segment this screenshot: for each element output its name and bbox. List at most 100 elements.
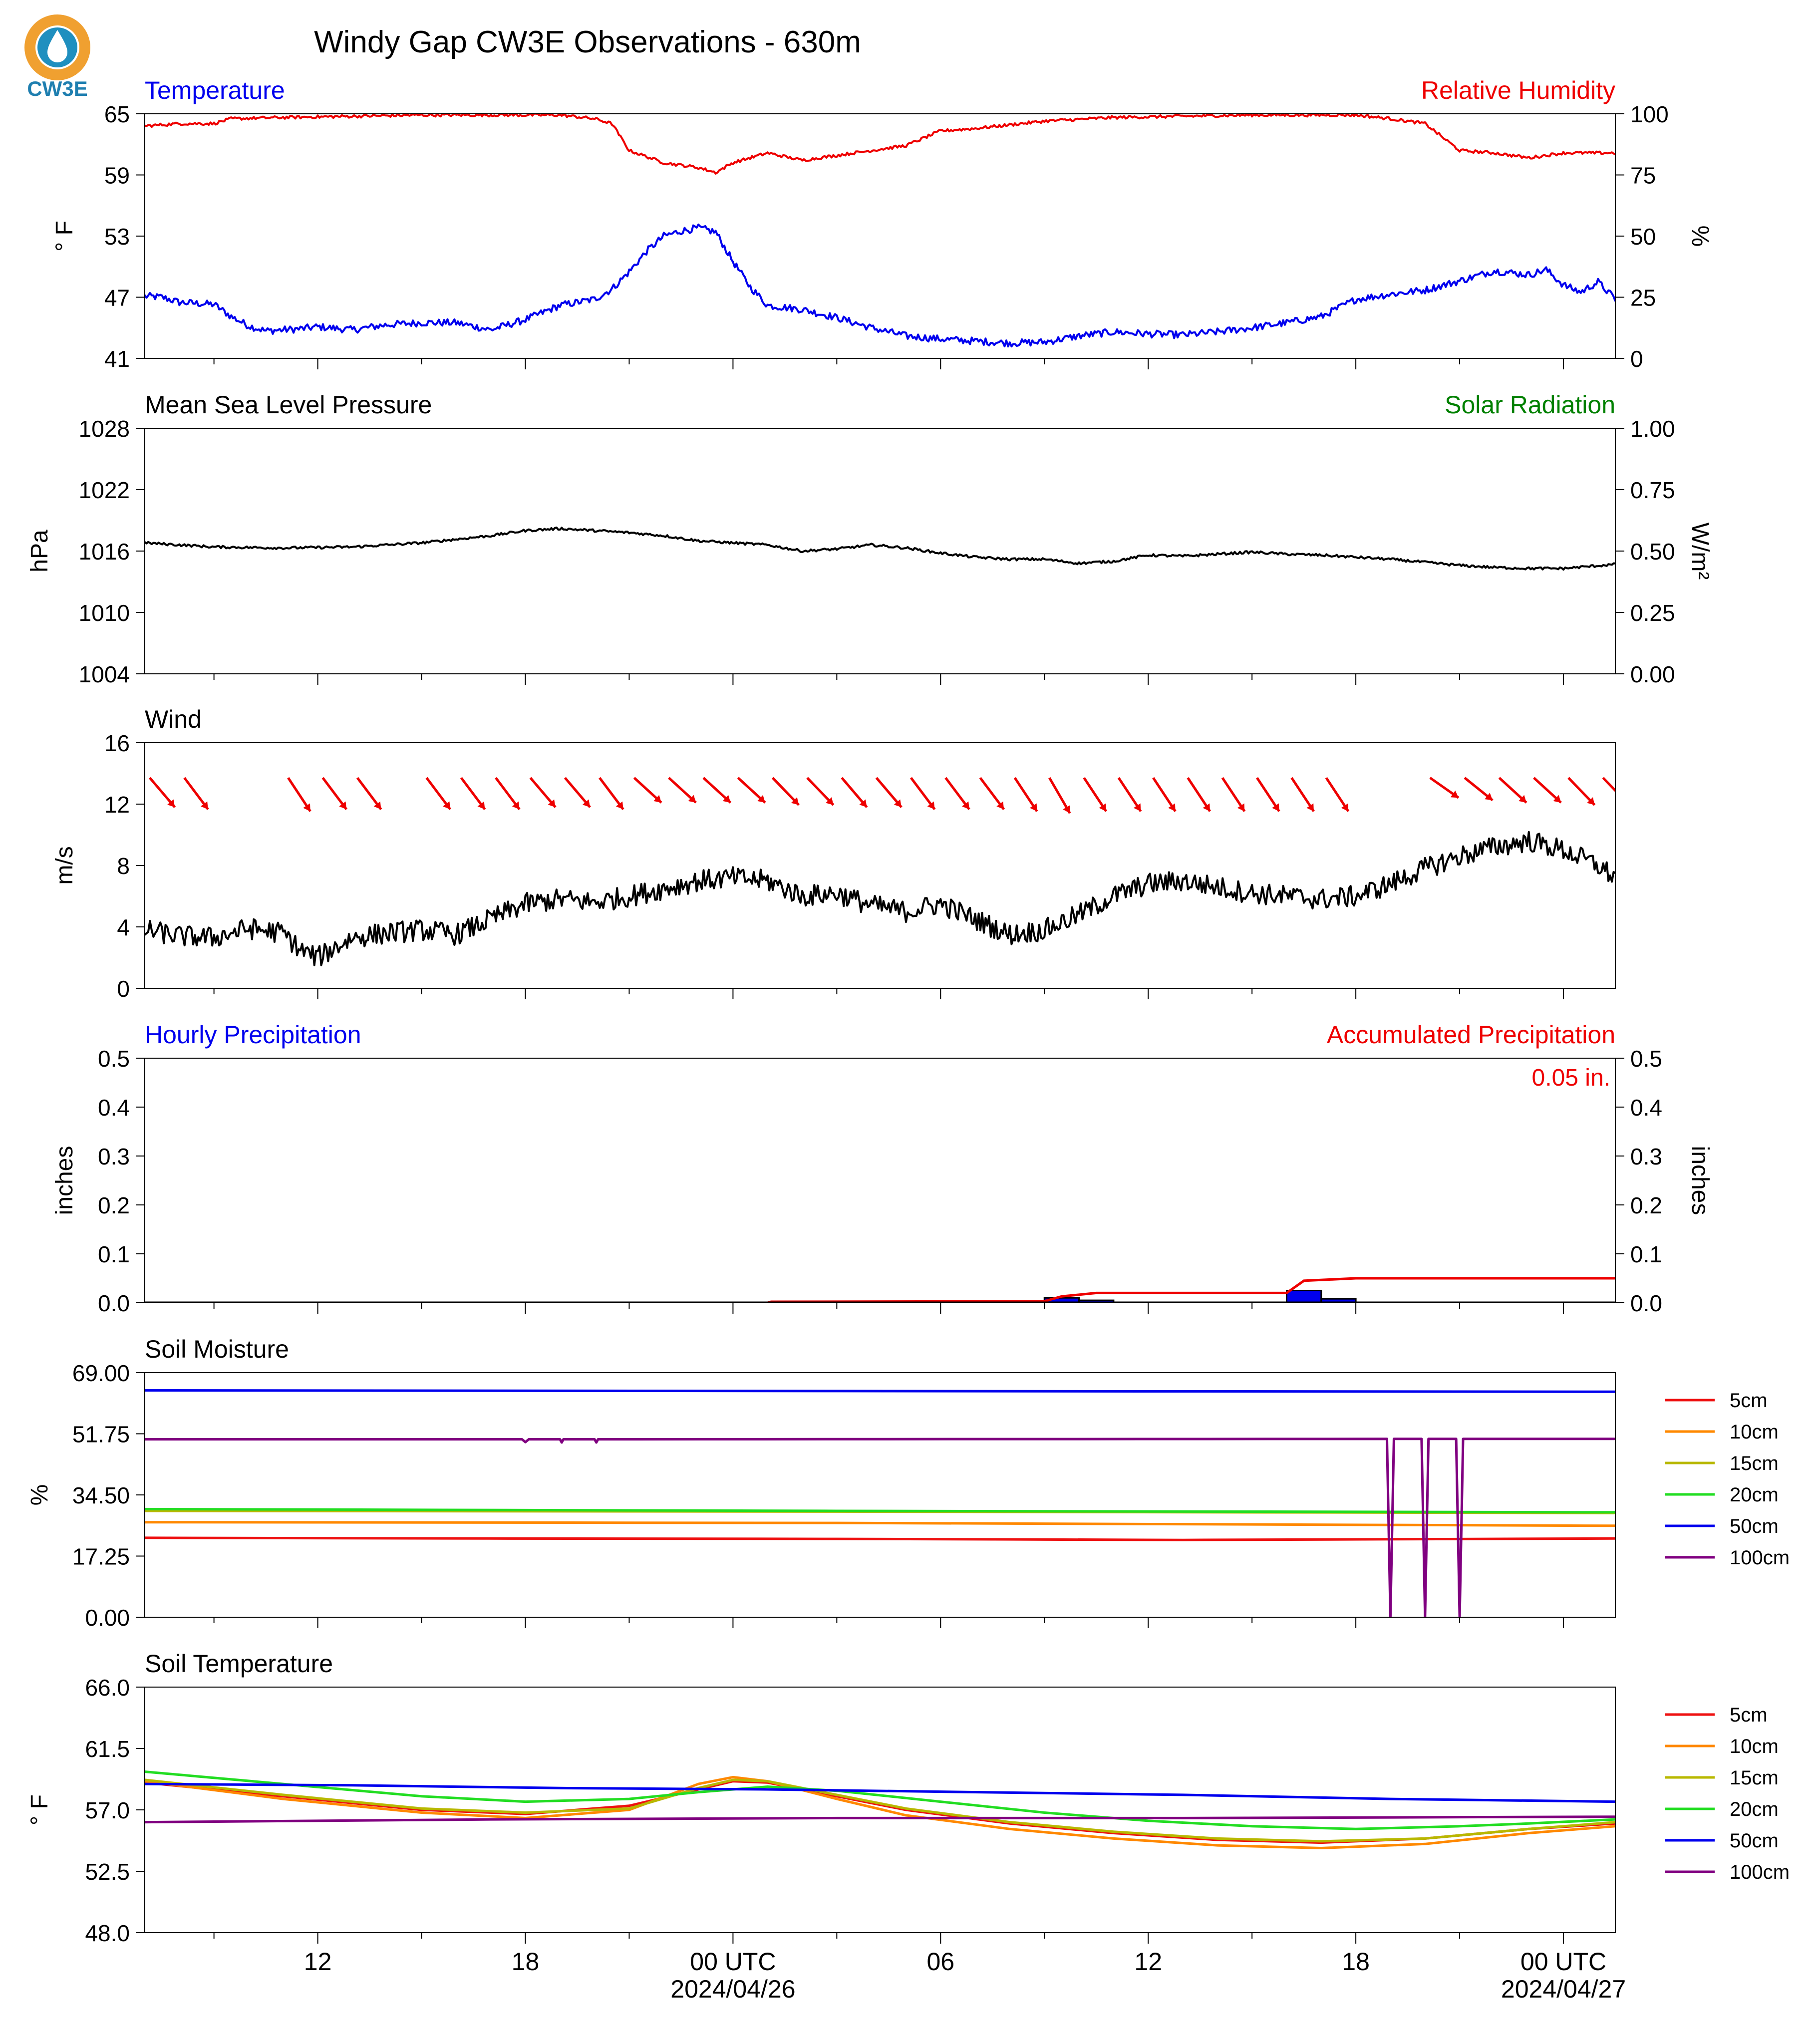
- legend: 5cm 10cm 15cm 20cm 50cm 100cm: [1665, 1390, 1790, 1569]
- wind-arrow-head: [615, 801, 623, 810]
- y-tick-label-left: 17.25: [72, 1544, 130, 1570]
- time-tick-label: 12: [1134, 1948, 1162, 1976]
- y-axis-label-left: m/s: [51, 846, 78, 884]
- panel-soil-moisture: 0.00 17.25 34.50 51.75 69.00 Soil Moisture% 5c…: [26, 1335, 1790, 1631]
- series-line-100cm: [145, 1815, 1615, 1824]
- y-tick-label-right: 1.00: [1630, 416, 1675, 442]
- plot-area: [145, 1389, 1615, 1617]
- y-tick-label-left: 69.00: [72, 1360, 130, 1386]
- time-tick-label: 00 UTC: [690, 1948, 776, 1976]
- y-tick-label-left: 52.5: [85, 1859, 130, 1885]
- y-tick-label-left: 51.75: [72, 1422, 130, 1448]
- panel-title-right: Relative Humidity: [1421, 76, 1615, 104]
- y-tick-label-right: 0.00: [1630, 661, 1675, 687]
- y-tick-label-left: 0.1: [98, 1241, 130, 1267]
- wind-arrow-head: [443, 801, 451, 810]
- accumulated-total-label: 0.05 in.: [1532, 1065, 1610, 1091]
- plot-area: [145, 1770, 1615, 1849]
- y-axis-label-left: %: [26, 1484, 53, 1506]
- plot-area: [145, 526, 1615, 571]
- y-tick-label-left: 61.5: [85, 1736, 130, 1762]
- legend-label: 50cm: [1730, 1515, 1779, 1537]
- wind-arrow-head: [1133, 803, 1141, 812]
- legend-label: 20cm: [1730, 1484, 1779, 1506]
- y-tick-label-right: 0.2: [1630, 1192, 1662, 1218]
- y-tick-label-left: 0.0: [98, 1290, 130, 1316]
- y-tick-label-right: 100: [1630, 101, 1669, 127]
- legend-label: 15cm: [1730, 1767, 1779, 1789]
- y-axis-label-right: W/m²: [1687, 523, 1713, 580]
- y-tick-label-right: 0.0: [1630, 1290, 1662, 1316]
- panel-wind: 0 4 8 12 16 Wind m/s: [51, 705, 1616, 1002]
- wind-arrow-head: [1272, 803, 1279, 812]
- series-line-relative-humidity: [145, 114, 1615, 175]
- legend-label: 15cm: [1730, 1452, 1779, 1474]
- series-line-10cm: [145, 1775, 1615, 1849]
- wind-arrow-head: [1306, 803, 1314, 812]
- wind-arrow-head: [1485, 793, 1493, 801]
- wind-arrow-head: [339, 801, 347, 810]
- y-tick-label-right: 0.4: [1630, 1095, 1662, 1121]
- y-tick-label-right: 0.3: [1630, 1144, 1662, 1169]
- series-line-15cm: [145, 1778, 1615, 1843]
- y-tick-label-right: 50: [1630, 224, 1656, 250]
- logo-ring: [24, 14, 90, 80]
- series-line-10cm: [145, 1521, 1615, 1527]
- panel-title-left: Hourly Precipitation: [145, 1021, 361, 1049]
- wind-arrow-head: [653, 795, 661, 803]
- y-tick-label-right: 0.75: [1630, 477, 1675, 503]
- legend-label: 5cm: [1730, 1704, 1768, 1726]
- panels: 41 47 53 59 65 0 25 50 75 100 Temperature Relative …: [26, 76, 1790, 1946]
- wind-arrow-head: [512, 801, 520, 810]
- series-line-temperature: [145, 223, 1615, 348]
- wind-arrow-head: [791, 797, 799, 805]
- y-tick-label-right: 75: [1630, 163, 1656, 189]
- y-tick-label-left: 59: [104, 163, 130, 189]
- wind-arrow-head: [1587, 797, 1595, 805]
- time-tick-label: 06: [926, 1948, 954, 1976]
- wind-arrow-head: [201, 801, 208, 810]
- wind-arrow-head: [826, 797, 834, 805]
- wind-arrow-head: [1203, 803, 1210, 812]
- y-tick-label-left: 12: [104, 792, 130, 818]
- legend-label: 100cm: [1730, 1547, 1790, 1569]
- y-tick-label-right: 25: [1630, 285, 1656, 311]
- wind-arrow-head: [548, 799, 556, 808]
- wind-arrow-head: [859, 799, 867, 808]
- wind-arrow-head: [1168, 803, 1176, 812]
- wind-arrow-head: [1237, 803, 1245, 812]
- plot-area: [145, 777, 1615, 966]
- wind-arrow-head: [722, 795, 731, 803]
- wind-arrow-head: [996, 801, 1004, 810]
- wind-arrow-head: [167, 799, 175, 808]
- y-tick-label-left: 66.0: [85, 1675, 130, 1701]
- panel-title-right: Accumulated Precipitation: [1327, 1021, 1615, 1049]
- legend-label: 100cm: [1730, 1861, 1790, 1883]
- y-tick-label-right: 0: [1630, 346, 1643, 372]
- cw3e-logo: CW3E: [24, 14, 90, 100]
- panel-title-left: Temperature: [145, 76, 285, 104]
- y-tick-label-left: 1022: [79, 477, 130, 503]
- wind-arrow-head: [961, 801, 969, 810]
- y-tick-label-left: 53: [104, 224, 130, 250]
- y-tick-label-left: 0.4: [98, 1095, 130, 1121]
- time-tick-label: 18: [1342, 1948, 1370, 1976]
- y-tick-label-left: 0: [117, 976, 130, 1002]
- wind-arrow-head: [1063, 805, 1070, 814]
- y-axis-label-left: hPa: [26, 530, 53, 573]
- wind-arrow-head: [1029, 803, 1037, 812]
- wind-arrow-head: [927, 801, 935, 810]
- panel-soil-temperature: 48.0 52.5 57.0 61.5 66.0 Soil Temperature ° F 5…: [26, 1650, 1790, 1946]
- y-tick-label-left: 48.0: [85, 1920, 130, 1946]
- y-tick-label-right: 0.50: [1630, 539, 1675, 565]
- y-tick-label-left: 65: [104, 101, 130, 127]
- time-date-label: 2024/04/26: [670, 1975, 795, 2003]
- wind-arrow-head: [1518, 795, 1526, 803]
- series-line-100cm: [145, 1438, 1615, 1617]
- wind-arrow-head: [894, 799, 902, 808]
- y-tick-label-left: 1016: [79, 539, 130, 565]
- panel-title-right: Solar Radiation: [1445, 391, 1615, 419]
- wind-arrow-head: [688, 795, 696, 803]
